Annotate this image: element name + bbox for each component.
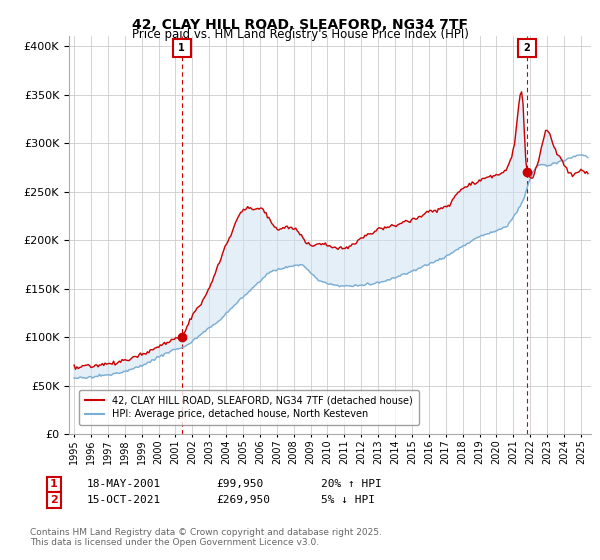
Text: 2: 2 xyxy=(523,43,530,53)
Text: 5% ↓ HPI: 5% ↓ HPI xyxy=(321,495,375,505)
Text: £99,950: £99,950 xyxy=(216,479,263,489)
Text: Price paid vs. HM Land Registry's House Price Index (HPI): Price paid vs. HM Land Registry's House … xyxy=(131,28,469,41)
Text: 42, CLAY HILL ROAD, SLEAFORD, NG34 7TF: 42, CLAY HILL ROAD, SLEAFORD, NG34 7TF xyxy=(132,18,468,32)
Text: 2: 2 xyxy=(50,495,58,505)
Legend: 42, CLAY HILL ROAD, SLEAFORD, NG34 7TF (detached house), HPI: Average price, det: 42, CLAY HILL ROAD, SLEAFORD, NG34 7TF (… xyxy=(79,390,419,425)
Text: Contains HM Land Registry data © Crown copyright and database right 2025.
This d: Contains HM Land Registry data © Crown c… xyxy=(30,528,382,547)
Text: 18-MAY-2001: 18-MAY-2001 xyxy=(87,479,161,489)
Text: £269,950: £269,950 xyxy=(216,495,270,505)
Text: 15-OCT-2021: 15-OCT-2021 xyxy=(87,495,161,505)
Text: 20% ↑ HPI: 20% ↑ HPI xyxy=(321,479,382,489)
Text: 1: 1 xyxy=(50,479,58,489)
Text: 1: 1 xyxy=(178,43,185,53)
